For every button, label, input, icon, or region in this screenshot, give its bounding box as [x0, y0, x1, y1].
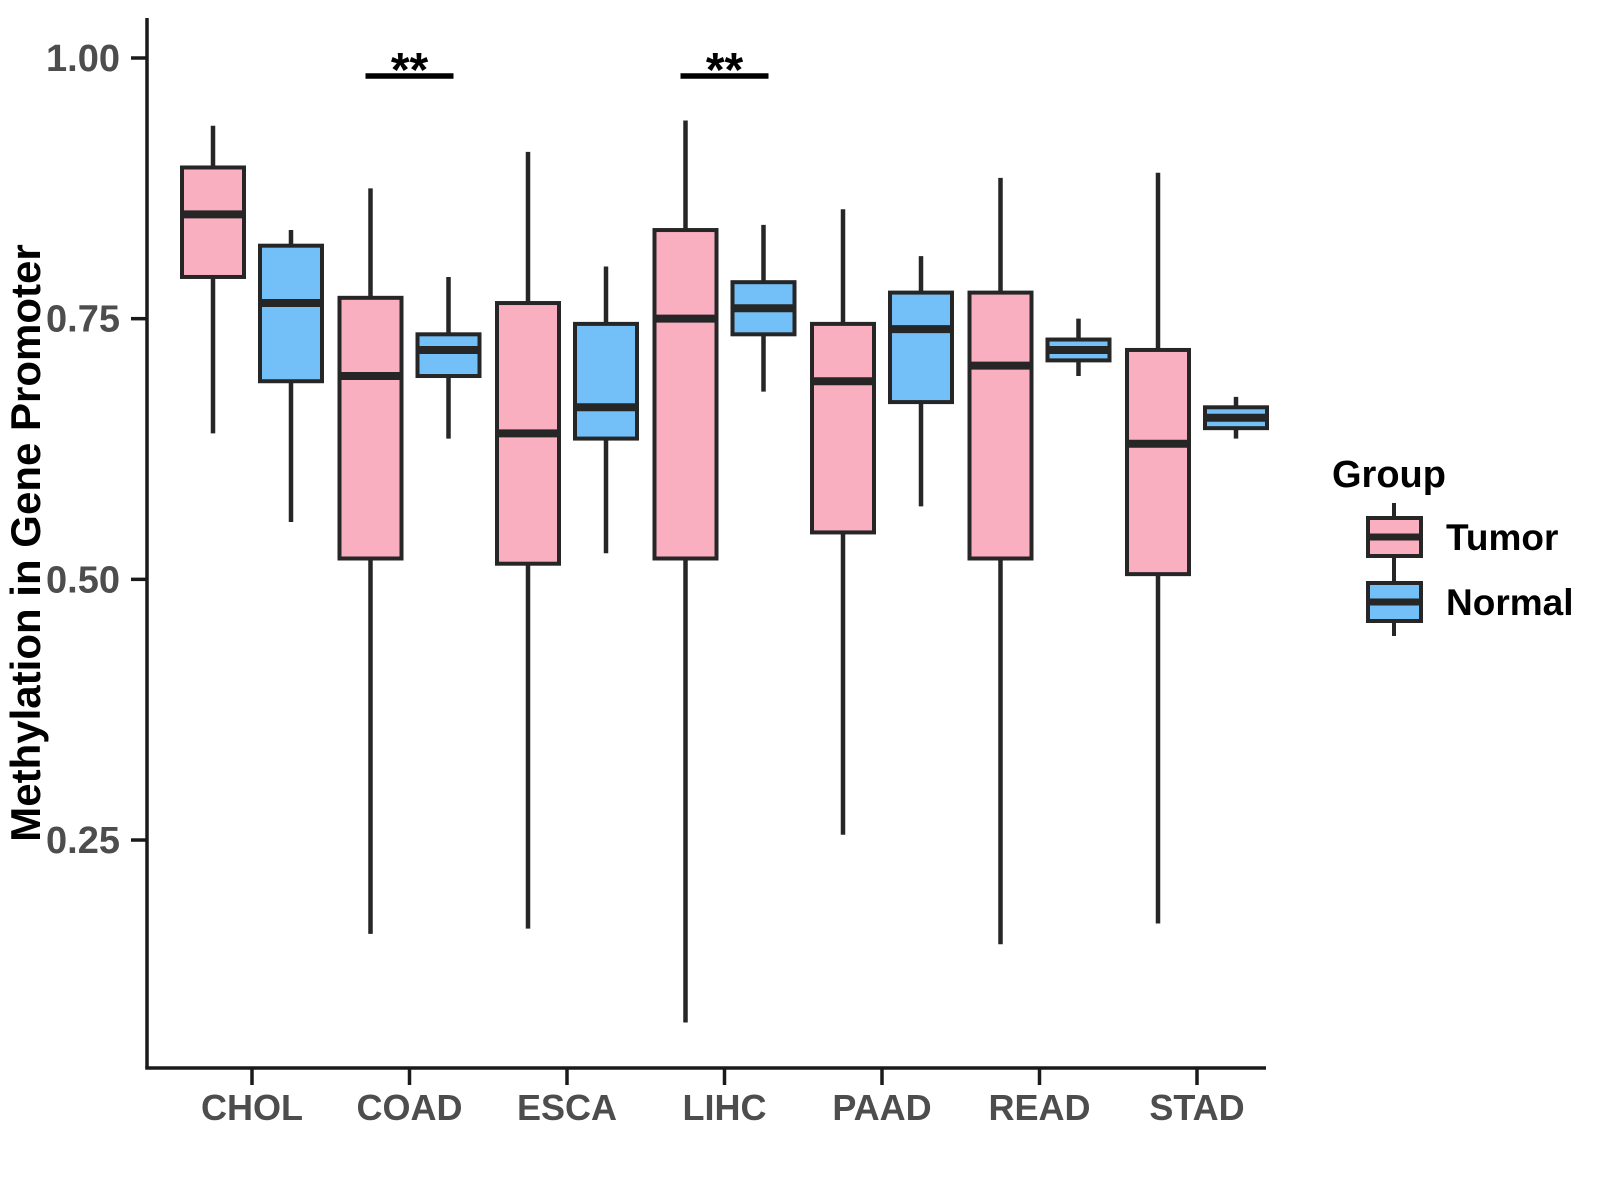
significance-label: **: [706, 44, 744, 97]
box-group-esca-normal: [573, 266, 639, 554]
box-rect: [1125, 347, 1191, 577]
x-tick-label: PAAD: [832, 1087, 931, 1128]
box-rect: [415, 332, 482, 379]
box-group-coad-normal: [415, 276, 482, 439]
box-group-read-normal: [1045, 318, 1112, 377]
box-group-paad-tumor: [810, 209, 876, 835]
y-tick-label: 0.50: [46, 559, 120, 601]
legend-key-normal: [1366, 568, 1423, 636]
box-group-stad-tumor: [1125, 172, 1191, 924]
y-tick-label: 0.75: [46, 299, 120, 341]
y-axis-title: Methylation in Gene Promoter: [2, 244, 49, 841]
legend-key-tumor: [1366, 503, 1423, 571]
box-group-read-tumor: [967, 177, 1034, 945]
box-group-chol-tumor: [180, 125, 246, 434]
x-tick-label: STAD: [1149, 1087, 1244, 1128]
box-group-paad-normal: [888, 256, 954, 507]
box-group-stad-normal: [1203, 396, 1269, 439]
x-tick-label: ESCA: [517, 1087, 617, 1128]
y-tick-label: 0.25: [46, 820, 120, 862]
box-group-coad-tumor: [337, 188, 404, 934]
x-tick-label: COAD: [357, 1087, 463, 1128]
x-tick-label: LIHC: [683, 1087, 767, 1128]
box-group-lihc-tumor: [652, 120, 719, 1023]
legend-label: Tumor: [1446, 517, 1558, 558]
box-rect: [810, 321, 876, 535]
significance-label: **: [391, 44, 429, 97]
box-rect: [180, 165, 246, 279]
x-tick-label: CHOL: [201, 1087, 303, 1128]
box-group-chol-normal: [258, 230, 324, 523]
box-rect: [337, 295, 404, 561]
box-rect: [888, 290, 954, 405]
box-group-lihc-normal: [730, 224, 797, 392]
box-rect: [967, 290, 1034, 561]
y-tick-label: 1.00: [46, 38, 120, 80]
box-group-esca-tumor: [495, 151, 561, 929]
x-tick-label: READ: [988, 1087, 1090, 1128]
box-rect: [258, 243, 324, 384]
box-rect: [652, 228, 719, 561]
legend-title: Group: [1332, 454, 1446, 496]
legend-label: Normal: [1446, 582, 1573, 623]
box-rect: [573, 321, 639, 441]
